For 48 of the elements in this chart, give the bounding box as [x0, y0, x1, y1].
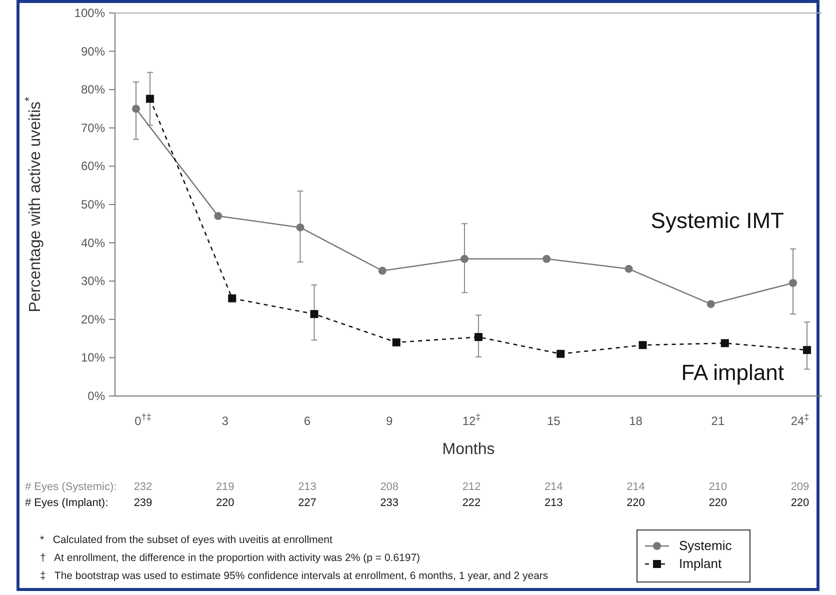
- text: 220: [708, 497, 728, 509]
- y-tick-label: 50%: [80, 198, 106, 212]
- text: 220: [626, 497, 645, 509]
- annotation: FA implant: [681, 360, 784, 385]
- y-tick-label: 90%: [80, 44, 106, 58]
- y-tick-label: 0%: [88, 389, 106, 403]
- text: 227: [298, 497, 316, 509]
- text: 239: [134, 497, 152, 509]
- y-tick-label: 10%: [80, 350, 106, 365]
- legend-label: Systemic: [679, 538, 732, 553]
- text: 220: [790, 497, 810, 509]
- y-tick-label: 60%: [80, 159, 106, 174]
- x-tick-label: 3: [222, 414, 229, 428]
- y-tick-label: 40%: [80, 236, 106, 250]
- y-tick-label: 100%: [74, 6, 106, 20]
- x-tick-label: 0$^{†‡}$: [134, 412, 152, 428]
- text: 212: [462, 481, 481, 493]
- y-tick-label: 70%: [80, 120, 106, 135]
- x-tick-label: 6: [304, 414, 311, 428]
- text: 214: [544, 481, 563, 493]
- text: 208: [380, 481, 399, 493]
- y-tick-label: 20%: [80, 312, 106, 326]
- text: 213: [544, 497, 563, 509]
- text: # Eyes (Implant):: [25, 497, 108, 509]
- text: 219: [216, 481, 234, 493]
- x-tick-label: 9: [386, 414, 394, 428]
- x-tick-label: 21: [711, 414, 725, 428]
- text: 214: [626, 481, 645, 493]
- legend-label: Implant: [679, 556, 722, 571]
- text: 220: [216, 497, 234, 509]
- text: 233: [380, 497, 399, 509]
- x-tick-label: 24$^{‡}$: [790, 412, 810, 428]
- y-tick-label: 80%: [80, 82, 106, 97]
- x-axis-title: Months: [442, 441, 495, 458]
- text: ‡ The bootstrap was used to estimate 95% confidence intervals at enrollment, 6 months, 1 year, and 2 years: [40, 570, 548, 582]
- text: 222: [462, 497, 481, 509]
- text: 213: [298, 481, 316, 493]
- x-tick-label: 15: [546, 414, 561, 428]
- text: † At enrollment, the difference in the proportion with activity was 2% (p = 0.6197): [40, 552, 420, 564]
- y-tick-label: 30%: [80, 274, 106, 288]
- x-tick-label: 12$^{‡}$: [462, 412, 481, 428]
- annotation: Systemic IMT: [650, 208, 784, 233]
- text: 210: [708, 481, 728, 493]
- text: 232: [134, 481, 152, 493]
- text: # Eyes (Systemic):: [25, 481, 117, 493]
- text: * Calculated from the subset of eyes with uveitis at enrollment: [40, 534, 332, 546]
- x-tick-label: 18: [629, 414, 643, 428]
- text: 209: [790, 481, 810, 493]
